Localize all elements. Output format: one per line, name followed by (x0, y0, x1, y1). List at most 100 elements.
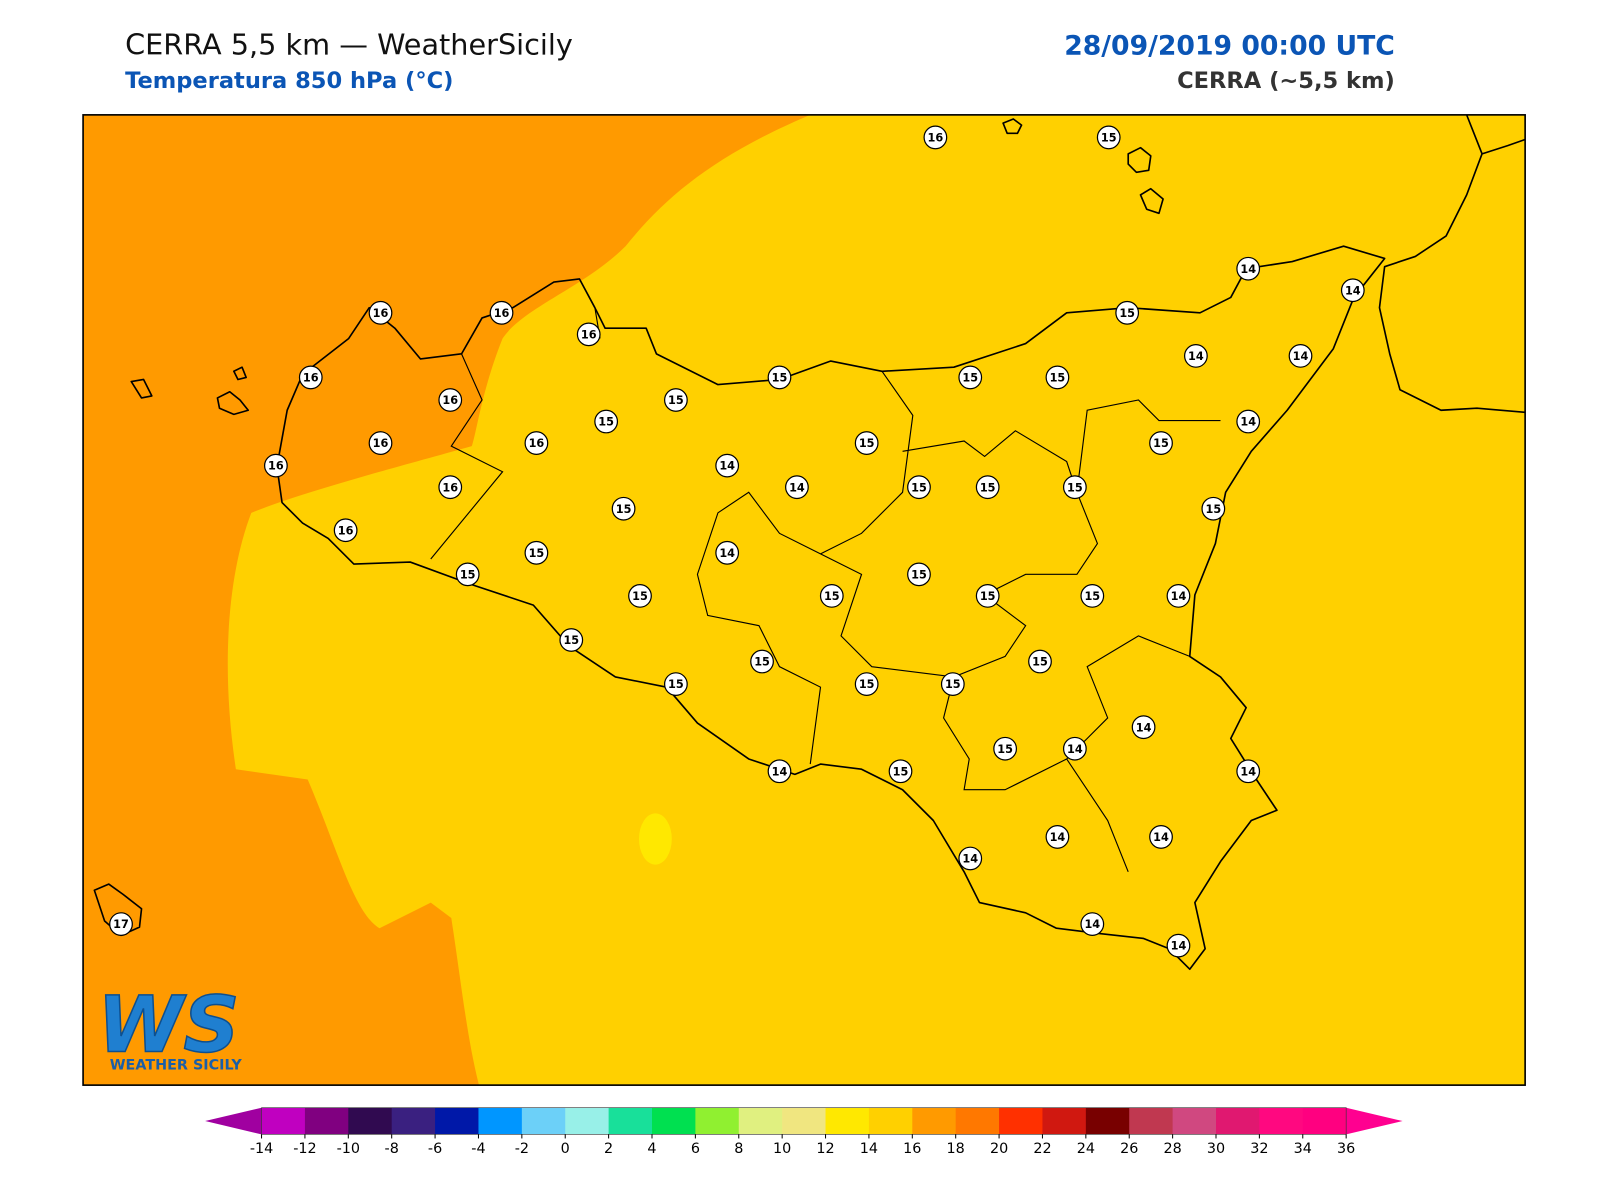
station-marker (767, 365, 792, 390)
colorbar-bin (1302, 1107, 1347, 1135)
station-marker (1236, 256, 1261, 281)
station-value: 14 (1050, 831, 1066, 844)
field-12-14 (638, 813, 672, 865)
colorbar-bin (1042, 1107, 1087, 1135)
station-marker (333, 518, 358, 543)
station-value: 14 (1153, 831, 1169, 844)
station-value: 16 (928, 132, 944, 145)
colorbar-bin (999, 1107, 1043, 1135)
colorbar-tick-label: 16 (903, 1141, 921, 1157)
station-marker (298, 365, 323, 390)
station-marker (819, 583, 844, 608)
station-value: 15 (1032, 656, 1048, 669)
station-value: 14 (1240, 263, 1256, 276)
station-marker (559, 628, 584, 652)
colorbar-bin (868, 1107, 913, 1135)
station-marker (628, 583, 652, 608)
station-value: 14 (1188, 350, 1204, 363)
station-marker (940, 672, 965, 696)
colorbar-bin (738, 1107, 783, 1135)
station-value: 14 (1067, 743, 1083, 756)
colorbar-tick-label: 22 (1033, 1141, 1051, 1157)
station-marker (1340, 278, 1365, 303)
station-marker (611, 496, 636, 521)
station-marker (1131, 715, 1156, 740)
station-value: 15 (1101, 132, 1117, 145)
station-marker (1115, 300, 1140, 325)
colorbar-bin (348, 1107, 393, 1135)
station-marker (1166, 583, 1191, 608)
station-marker (1166, 933, 1191, 958)
station-marker (975, 475, 1000, 500)
colorbar-bin (955, 1107, 1000, 1135)
colorbar-tick-label: -4 (471, 1141, 485, 1157)
station-value: 15 (668, 394, 684, 407)
station-value: 17 (113, 918, 129, 931)
station-marker (1062, 736, 1087, 761)
colorbar-tick-label: -12 (293, 1141, 316, 1157)
station-value: 14 (962, 853, 978, 866)
station-marker (907, 562, 931, 587)
model-label: CERRA (~5,5 km) (1177, 68, 1395, 94)
station-marker (854, 672, 879, 696)
colorbar-tick-label: -2 (515, 1141, 529, 1157)
station-value: 15 (772, 372, 788, 385)
station-value: 15 (911, 481, 927, 494)
station-value: 16 (581, 328, 597, 341)
colorbar-tick-label: 6 (691, 1141, 700, 1157)
colorbar-bin (695, 1107, 740, 1135)
station-marker (958, 365, 983, 390)
datetime: 28/09/2019 00:00 UTC (1064, 30, 1395, 61)
province-boundary (430, 307, 1221, 873)
colorbar-bin (304, 1107, 349, 1135)
station-value: 15 (945, 678, 961, 691)
station-marker (368, 431, 393, 455)
calabria-coast (1378, 114, 1526, 414)
station-marker (923, 125, 948, 150)
colorbar-bin (478, 1107, 523, 1135)
station-marker (524, 431, 549, 455)
islands (93, 118, 1164, 937)
colorbar-tick-label: 10 (773, 1141, 791, 1157)
colorbar-bin (435, 1107, 479, 1135)
station-marker (1062, 475, 1087, 500)
colorbar-bin (1216, 1107, 1260, 1135)
station-value: 15 (859, 678, 875, 691)
station-value: 14 (1293, 350, 1309, 363)
temperature-field (83, 114, 1526, 1086)
station-value: 15 (563, 634, 579, 647)
station-marker (750, 649, 774, 674)
field-16-18 (83, 114, 811, 1086)
station-value: 14 (1136, 721, 1152, 734)
colorbar-tick-label: 34 (1294, 1141, 1312, 1157)
station-value: 16 (373, 437, 389, 450)
colorbar-tick-label: -10 (337, 1141, 360, 1157)
station-value: 15 (824, 590, 840, 603)
station-marker (1045, 365, 1070, 390)
station-value: 14 (1171, 590, 1187, 603)
station-value: 15 (460, 568, 476, 581)
station-value: 15 (1205, 503, 1221, 516)
colorbar-bin (1172, 1107, 1217, 1135)
logo: WS WEATHER SICILY (97, 980, 243, 1074)
station-value: 15 (980, 590, 996, 603)
station-value: 15 (668, 678, 684, 691)
station-marker (715, 453, 740, 478)
map-frame (82, 114, 1526, 1086)
colorbar-bin (1085, 1107, 1130, 1135)
station-marker (489, 300, 514, 325)
station-value: 15 (980, 481, 996, 494)
colorbar-bin (521, 1107, 566, 1135)
station-value: 15 (632, 590, 648, 603)
station-marker (767, 759, 792, 784)
station-marker (975, 583, 1000, 608)
station-marker (594, 409, 619, 434)
station-value: 16 (442, 394, 458, 407)
station-marker (1184, 343, 1208, 368)
station-value: 15 (997, 743, 1013, 756)
colorbar-tick-label: -14 (250, 1141, 273, 1157)
station-value: 15 (893, 765, 909, 778)
station-marker (663, 388, 688, 412)
station-value: 15 (1119, 307, 1135, 320)
